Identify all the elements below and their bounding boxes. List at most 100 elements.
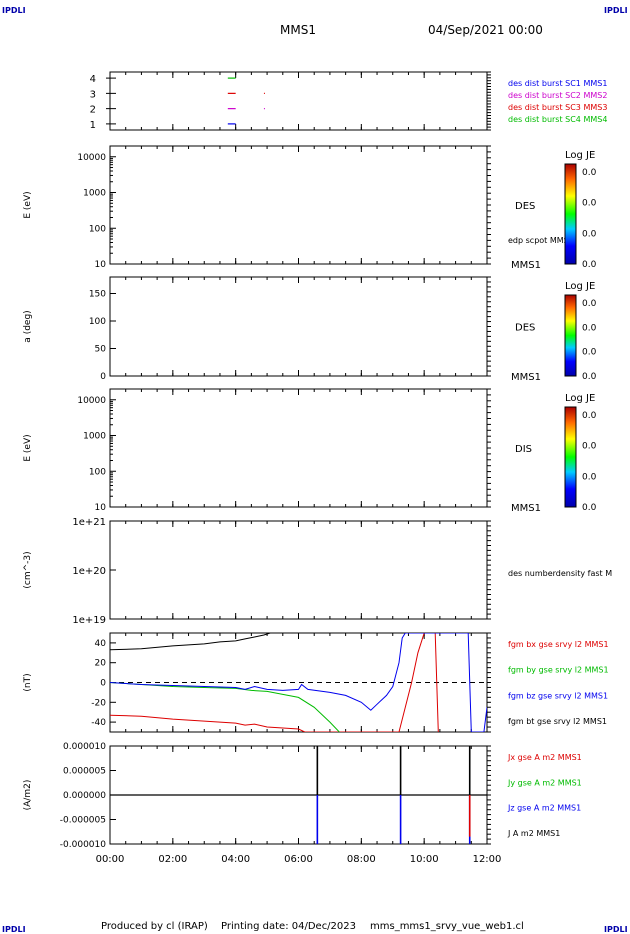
panel2-frame bbox=[109, 145, 488, 265]
panel7-legend-entry: Jx gse A m2 MMS1 bbox=[507, 753, 582, 762]
panel1-frame bbox=[109, 71, 488, 131]
panel4-ytick-label: 10 bbox=[95, 503, 107, 513]
panel6-ylabel: (nT) bbox=[23, 673, 33, 691]
panel3-ytick-label: 50 bbox=[95, 345, 107, 355]
panel4-colorbar-label: 0.0 bbox=[582, 411, 597, 421]
panel7-ytick-label: 0.000000 bbox=[63, 791, 106, 801]
panel4-right-label: DIS bbox=[515, 444, 532, 455]
panel4-colorbar-title: Log JE bbox=[565, 393, 595, 404]
panel3-bottom-note: MMS1 bbox=[511, 372, 541, 383]
panel4-ytick-label: 10000 bbox=[77, 396, 106, 406]
panel5-frame bbox=[109, 520, 488, 620]
panel7-ytick-label: 0.000010 bbox=[63, 742, 106, 752]
corner-label-top-right: IPDLI bbox=[604, 6, 628, 15]
panel1-ytick-label: 4 bbox=[90, 74, 96, 85]
panel6-legend-entry: fgm by gse srvy l2 MMS1 bbox=[508, 666, 609, 675]
panel7-legend-entry: J A m2 MMS1 bbox=[507, 829, 560, 838]
time-tick-label: 00:00 bbox=[96, 854, 125, 865]
panel6-series-bx bbox=[110, 633, 439, 732]
panel4-ytick-label: 1000 bbox=[83, 432, 106, 442]
panel1-legend-entry: des dist burst SC3 MMS3 bbox=[508, 103, 607, 112]
corner-label-bottom-left: IPDLI bbox=[2, 925, 26, 934]
panel2-ylabel: E (eV) bbox=[23, 191, 33, 218]
panel3-colorbar-label: 0.0 bbox=[582, 323, 597, 333]
panel3-colorbar-label: 0.0 bbox=[582, 348, 597, 358]
panel2-ytick-label: 10000 bbox=[77, 153, 106, 163]
panel1-legend-entry: des dist burst SC2 MMS2 bbox=[508, 91, 607, 100]
panel7-ytick-label: 0.000005 bbox=[63, 767, 106, 777]
panel6-ytick-label: 40 bbox=[95, 639, 107, 649]
panel2-right-label: DES bbox=[515, 201, 535, 212]
panel1-ytick-label: 2 bbox=[90, 105, 96, 116]
panel3-colorbar-title: Log JE bbox=[565, 281, 595, 292]
panel2-colorbar-label: 0.0 bbox=[582, 229, 597, 239]
footer-printing-date: Printing date: 04/Dec/2023 bbox=[221, 921, 356, 932]
panel6-series-bz bbox=[110, 633, 487, 732]
panel7-legend-entry: Jy gse A m2 MMS1 bbox=[507, 778, 582, 787]
panel7-ylabel: (A/m2) bbox=[23, 780, 33, 811]
time-tick-label: 10:00 bbox=[410, 854, 439, 865]
panel7-ytick-label: -0.000010 bbox=[60, 840, 106, 850]
panel3-frame bbox=[109, 276, 488, 377]
spacecraft-title: MMS1 bbox=[280, 23, 316, 37]
panel6-legend-entry: fgm bz gse srvy l2 MMS1 bbox=[508, 691, 608, 700]
panel6-ytick-label: 20 bbox=[95, 659, 107, 669]
panel4-colorbar-label: 0.0 bbox=[582, 442, 597, 452]
footer-product: mms_mms1_srvy_vue_web1.cl bbox=[370, 921, 524, 932]
panel2-colorbar-label: 0.0 bbox=[582, 168, 597, 178]
time-tick-label: 12:00 bbox=[473, 854, 502, 865]
panel7-ytick-label: -0.000005 bbox=[60, 816, 106, 826]
footer-produced-by: Produced by cl (IRAP) bbox=[101, 921, 208, 932]
panel1-ytick-label: 1 bbox=[90, 120, 96, 131]
panel5-ylabel: (cm^-3) bbox=[23, 551, 33, 588]
panel5-ytick-label: 1e+21 bbox=[72, 517, 106, 528]
time-tick-label: 08:00 bbox=[347, 854, 376, 865]
panel2-ytick-label: 100 bbox=[89, 224, 106, 234]
panel2-ytick-label: 10 bbox=[95, 260, 107, 270]
panel2-colorbar-label: 0.0 bbox=[582, 199, 597, 209]
panel4-colorbar-label: 0.0 bbox=[582, 472, 597, 482]
panel6-ytick-label: -20 bbox=[91, 698, 106, 708]
panel4-colorbar-label: 0.0 bbox=[582, 503, 597, 513]
panel2-bottom-note: MMS1 bbox=[511, 260, 541, 271]
panel6-legend-entry: fgm bt gse srvy l2 MMS1 bbox=[508, 717, 607, 726]
panel5-ytick-label: 1e+20 bbox=[72, 566, 106, 577]
panel2-right-note: edp scpot MMS1 bbox=[508, 236, 574, 245]
panel5-legend-entry: des numberdensity fast M bbox=[508, 569, 612, 578]
panel4-bottom-note: MMS1 bbox=[511, 503, 541, 514]
panel4-frame bbox=[109, 388, 488, 508]
panel2-colorbar-title: Log JE bbox=[565, 150, 595, 161]
panel6-ytick-label: -40 bbox=[91, 718, 106, 728]
panel3-ytick-label: 100 bbox=[89, 317, 106, 327]
panel3-right-label: DES bbox=[515, 323, 535, 334]
panel6-series-bt bbox=[110, 633, 271, 651]
panel4-ylabel: E (eV) bbox=[23, 434, 33, 461]
panel6-legend-entry: fgm bx gse srvy l2 MMS1 bbox=[508, 640, 609, 649]
panel5-ytick-label: 1e+19 bbox=[72, 615, 106, 626]
date-title: 04/Sep/2021 00:00 bbox=[428, 23, 543, 37]
time-tick-label: 02:00 bbox=[158, 854, 187, 865]
panel6-ytick-label: 0 bbox=[100, 679, 106, 689]
panel3-colorbar bbox=[564, 294, 577, 377]
corner-label-bottom-right: IPDLI bbox=[604, 925, 628, 934]
time-tick-label: 06:00 bbox=[284, 854, 313, 865]
panel3-ytick-label: 150 bbox=[89, 290, 106, 300]
panel3-ylabel: a (deg) bbox=[23, 310, 33, 342]
panel2-colorbar bbox=[564, 163, 577, 265]
panel7-legend-entry: Jz gse A m2 MMS1 bbox=[507, 804, 581, 813]
panels: 1 2 3 4 des dist burst SC1 MMS1 des dist burs… bbox=[23, 71, 612, 865]
panel3-colorbar-label: 0.0 bbox=[582, 372, 597, 382]
panel1-ytick-label: 3 bbox=[90, 89, 96, 100]
panel3-ytick-label: 0 bbox=[100, 372, 106, 382]
corner-label-top-left: IPDLI bbox=[2, 6, 26, 15]
panel1-legend-entry: des dist burst SC4 MMS4 bbox=[508, 115, 607, 124]
panel2-ytick-label: 1000 bbox=[83, 189, 106, 199]
time-tick-label: 04:00 bbox=[221, 854, 250, 865]
panel6-series-by bbox=[110, 682, 340, 732]
panel2-colorbar-label: 0.0 bbox=[582, 260, 597, 270]
panel4-colorbar bbox=[564, 406, 577, 508]
panel1-legend-entry: des dist burst SC1 MMS1 bbox=[508, 79, 607, 88]
panel3-colorbar-label: 0.0 bbox=[582, 299, 597, 309]
panel4-ytick-label: 100 bbox=[89, 467, 106, 477]
